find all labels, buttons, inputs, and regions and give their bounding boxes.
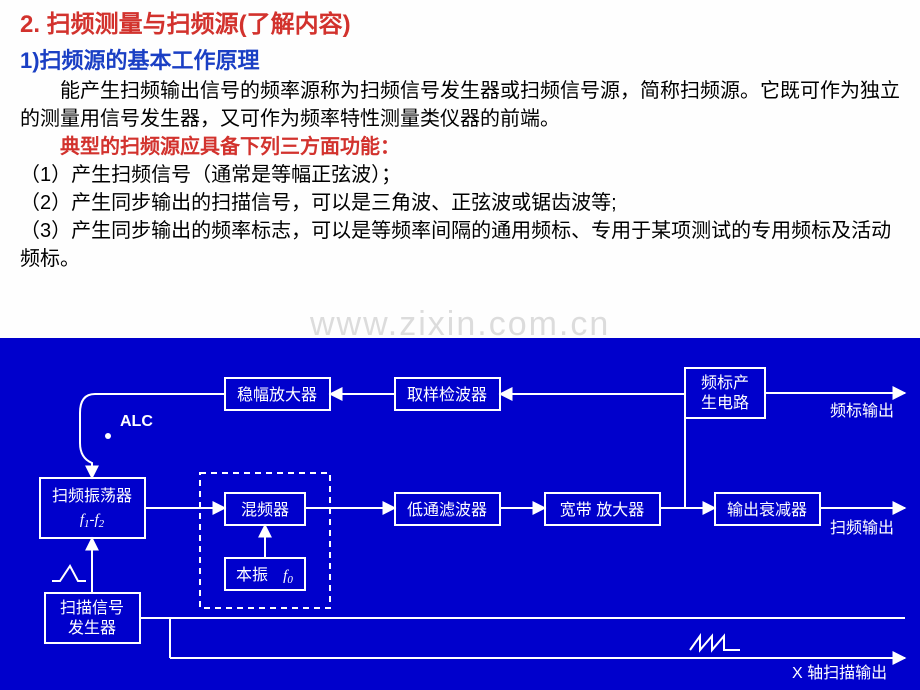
- svg-text:本振: 本振: [236, 566, 268, 584]
- node-local-osc: 本振 f0: [225, 558, 305, 590]
- subtitle: 1)扫频源的基本工作原理: [20, 43, 900, 75]
- node-scan-generator: 扫描信号 发生器: [45, 593, 140, 643]
- svg-text:混频器: 混频器: [241, 501, 289, 519]
- paragraph-1: 能产生扫频输出信号的频率源称为扫频信号发生器或扫频信号源，简称扫频源。它既可作为…: [20, 77, 900, 133]
- slide-text: 2. 扫频测量与扫频源(了解内容) 1)扫频源的基本工作原理 能产生扫频输出信号…: [0, 0, 920, 281]
- node-lpf: 低通滤波器: [395, 493, 500, 525]
- node-marker-gen: 频标产 生电路: [685, 368, 765, 418]
- svg-text:扫频振荡器: 扫频振荡器: [52, 487, 132, 505]
- bullet-1: （1）产生扫频信号（通常是等幅正弦波）；: [20, 161, 900, 189]
- svg-text:频标产: 频标产: [701, 374, 749, 392]
- bullet-2: （2）产生同步输出的扫描信号，可以是三角波、正弦波或锯齿波等;: [20, 189, 900, 217]
- svg-text:生电路: 生电路: [701, 394, 749, 412]
- node-wideband-amp: 宽带 放大器: [545, 493, 660, 525]
- node-oscillator: 扫频振荡器 f1-f2: [40, 478, 145, 538]
- paragraph-2: 典型的扫频源应具备下列三方面功能：: [20, 133, 900, 161]
- svg-text:输出衰减器: 输出衰减器: [727, 501, 807, 519]
- node-sample-detector: 取样检波器: [395, 378, 500, 410]
- node-attenuator: 输出衰减器: [715, 493, 820, 525]
- bullet-3: （3）产生同步输出的频率标志，可以是等频率间隔的通用频标、专用于某项测试的专用频…: [20, 217, 900, 273]
- alc-dot: [105, 433, 111, 439]
- main-title: 2. 扫频测量与扫频源(了解内容): [20, 4, 900, 39]
- label-x-scan-out: X 轴扫描输出: [792, 664, 887, 682]
- svg-text:扫描信号: 扫描信号: [60, 599, 124, 617]
- block-diagram: 扫频振荡器 f1-f2 扫描信号 发生器 混频器 本振 f0 低通滤波器 宽带 …: [0, 338, 920, 690]
- svg-text:取样检波器: 取样检波器: [407, 386, 487, 404]
- label-marker-out: 频标输出: [830, 402, 894, 420]
- label-sweep-out: 扫频输出: [830, 519, 894, 537]
- node-mixer: 混频器: [225, 493, 305, 525]
- svg-text:发生器: 发生器: [68, 619, 116, 637]
- svg-text:稳幅放大器: 稳幅放大器: [237, 386, 317, 404]
- svg-text:宽带 放大器: 宽带 放大器: [560, 501, 644, 519]
- node-agc-amp: 稳幅放大器: [225, 378, 330, 410]
- svg-text:低通滤波器: 低通滤波器: [407, 501, 487, 519]
- label-alc: ALC: [120, 413, 153, 430]
